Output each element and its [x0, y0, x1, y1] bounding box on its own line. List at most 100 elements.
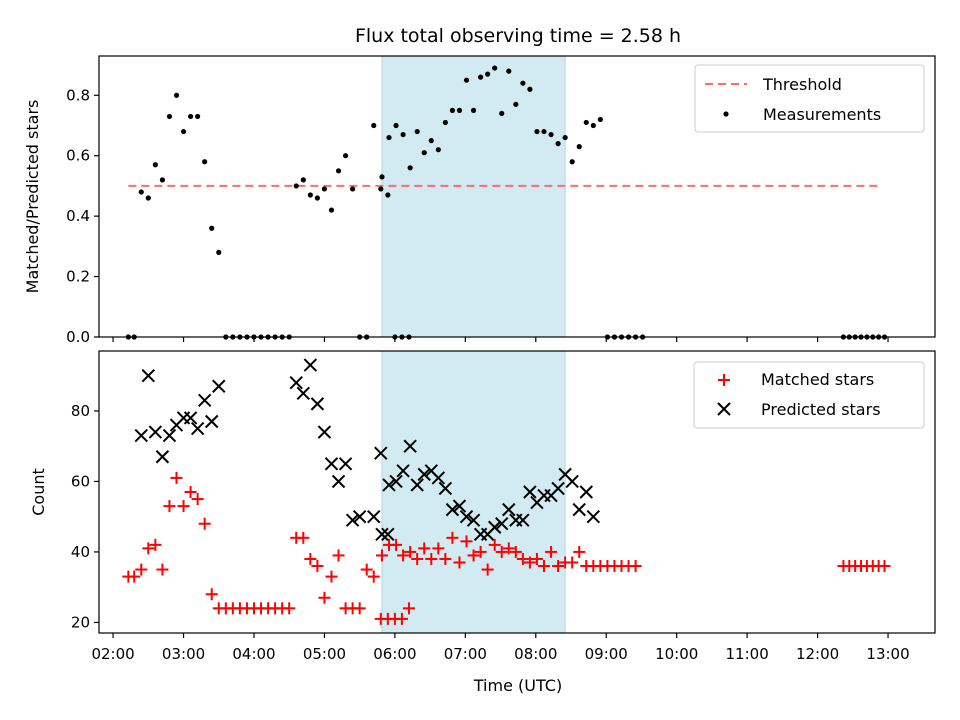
measurement-point — [195, 113, 201, 120]
predicted-legend-swatch — [717, 402, 731, 416]
matched-star-point — [432, 542, 445, 555]
measurement-point — [314, 195, 320, 201]
predicted-star-point — [452, 499, 467, 513]
measurement-point — [597, 116, 603, 123]
matched-star-point — [142, 542, 155, 555]
ratio-y-tick-label: 0.8 — [66, 86, 90, 104]
matched-star-point — [495, 545, 508, 558]
predicted-star-point — [324, 457, 339, 471]
matched-star-point — [149, 538, 162, 551]
count-y-tick-label: 20 — [71, 613, 90, 631]
x-tick-label: 04:00 — [232, 645, 275, 663]
x-tick-label: 06:00 — [373, 645, 416, 663]
measurements-legend-swatch — [723, 111, 729, 117]
measurement-point — [534, 128, 540, 135]
measurement-point — [470, 107, 477, 113]
measurement-point — [562, 134, 568, 141]
measurement-point — [145, 195, 151, 201]
matched-star-point — [629, 560, 642, 573]
matched-star-point — [353, 602, 366, 615]
matched-star-point — [502, 542, 515, 555]
observing-window-shade — [381, 350, 566, 634]
measurement-point — [293, 183, 299, 189]
matched-star-point — [332, 549, 345, 562]
matched-star-point — [156, 563, 169, 576]
predicted-star-point — [502, 502, 516, 517]
count-panel-frame — [98, 350, 936, 634]
measurement-point — [478, 74, 484, 80]
measurement-point — [202, 159, 208, 165]
measurement-point — [520, 80, 526, 86]
ratio-panel-frame — [98, 55, 936, 338]
measurement-point — [485, 71, 491, 77]
predicted-star-point — [431, 471, 446, 485]
matched-star-point — [509, 545, 522, 558]
x-tick-label: 11:00 — [726, 645, 769, 663]
predicted-star-point — [338, 457, 353, 471]
predicted-star-point — [586, 509, 601, 524]
predicted-star-point — [551, 481, 565, 496]
ratio-legend-box — [694, 64, 925, 133]
predicted-star-point — [445, 502, 460, 517]
measurement-point — [435, 147, 441, 153]
x-tick-label: 12:00 — [796, 645, 839, 663]
measurement-point — [138, 189, 144, 195]
measurement-point — [187, 113, 194, 120]
predicted-star-point — [403, 439, 417, 453]
x-tick-label: 02:00 — [91, 645, 134, 663]
predicted-star-point — [389, 474, 403, 489]
matched-star-point — [453, 556, 466, 569]
measurement-point — [385, 192, 391, 198]
observing-window-shade — [381, 55, 566, 338]
matched-star-point — [135, 563, 148, 576]
ratio-legend: Threshold Measurements — [694, 64, 925, 133]
predicted-star-point — [310, 397, 325, 411]
predicted-star-point — [303, 358, 318, 372]
matched-legend-label: Matched stars — [761, 370, 874, 389]
measurement-point — [576, 144, 582, 150]
predicted-star-point — [134, 428, 148, 443]
measurement-point — [216, 249, 222, 255]
predicted-star-point — [381, 527, 395, 542]
measurement-point — [499, 110, 505, 117]
matched-legend-swatch — [718, 374, 730, 386]
threshold-legend-label: Threshold — [762, 75, 842, 94]
predicted-star-point — [565, 474, 579, 489]
predicted-star-point — [438, 481, 453, 496]
measurement-point — [378, 186, 384, 192]
measurement-point — [449, 107, 456, 113]
x-tick-label: 05:00 — [303, 645, 346, 663]
matched-star-point — [545, 545, 558, 558]
ratio-y-axis-label: Matched/Predicted stars — [23, 100, 42, 294]
ratio-x-axis — [112, 337, 889, 342]
predicted-star-point — [183, 411, 198, 425]
count-legend: Matched stars Predicted stars — [693, 361, 925, 429]
predicted-star-point — [205, 414, 219, 429]
matched-star-point — [170, 471, 183, 484]
matched-star-point — [397, 549, 410, 562]
matched-star-point — [163, 500, 176, 513]
predicted-star-point — [410, 478, 424, 492]
measurement-point — [328, 207, 335, 213]
measurement-point — [463, 77, 470, 83]
predicted-star-point — [572, 502, 586, 517]
matched-star-point — [467, 549, 480, 562]
measurement-point — [541, 128, 547, 135]
matched-star-point — [488, 538, 501, 551]
matched-star-point — [184, 486, 197, 498]
measurement-point — [548, 131, 554, 138]
measurement-point — [321, 186, 328, 192]
matched-star-point — [404, 545, 417, 558]
matched-star-point — [128, 570, 141, 583]
predicted-star-point — [212, 379, 226, 393]
matched-star-point — [311, 560, 324, 573]
matched-star-point — [523, 556, 536, 569]
measurement-point — [173, 92, 180, 98]
predicted-star-point — [141, 368, 156, 383]
matched-star-point — [516, 552, 529, 565]
x-tick-label: 07:00 — [444, 645, 487, 663]
measurement-point — [386, 134, 392, 141]
predicted-star-point — [417, 467, 431, 482]
measurement-point — [180, 128, 187, 135]
